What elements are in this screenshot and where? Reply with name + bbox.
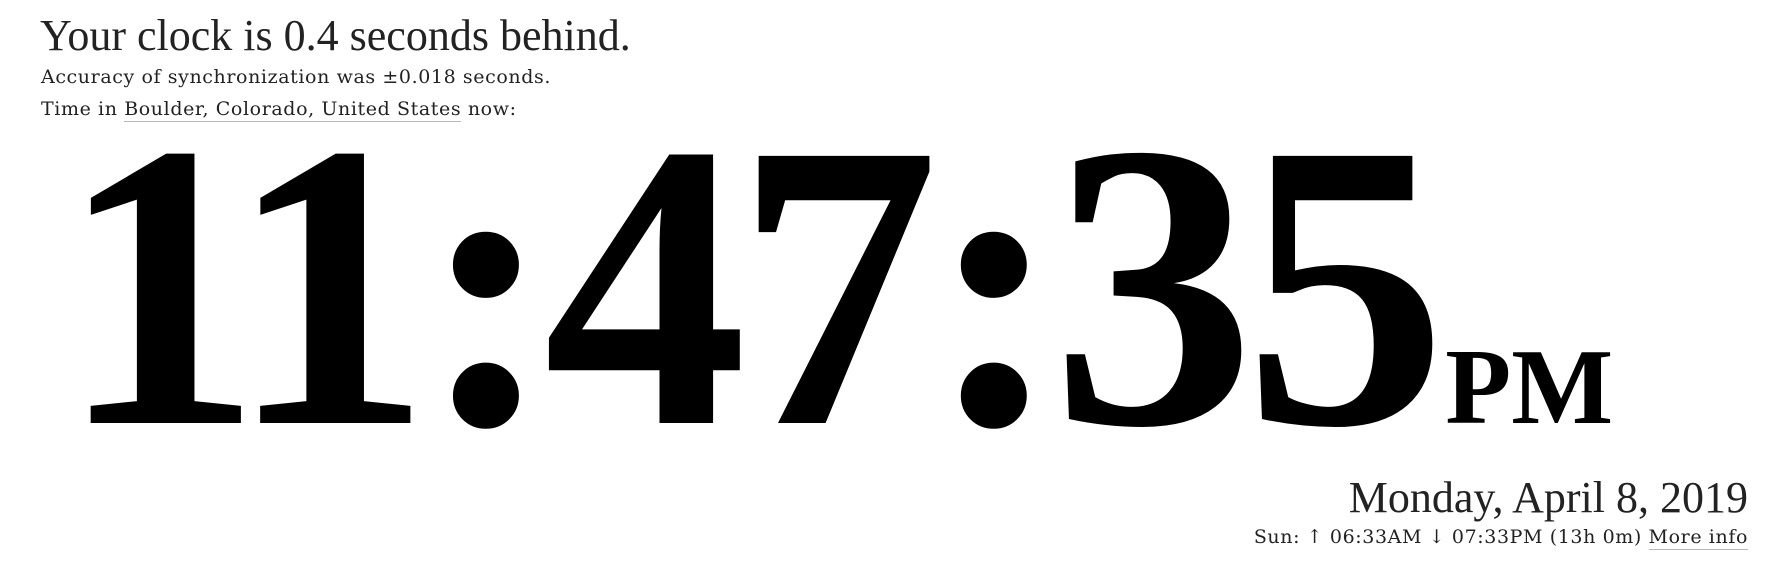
location-suffix: now:	[461, 98, 517, 120]
clock-offset-headline: Your clock is 0.4 seconds behind.	[40, 11, 631, 60]
location-link[interactable]: Boulder, Colorado, United States	[124, 98, 462, 122]
location-line: Time in Boulder, Colorado, United States…	[41, 96, 517, 122]
sun-label: Sun:	[1253, 526, 1307, 548]
sunrise-arrow-icon: ↑	[1306, 526, 1324, 548]
sun-info-line: Sun: ↑ 06:33AM ↓ 07:33PM (13h 0m) More i…	[1254, 524, 1748, 550]
date-text: Monday, April 8, 2019	[1348, 473, 1748, 522]
sunrise-time: 06:33AM	[1329, 526, 1423, 548]
sunset-time: 07:33PM	[1451, 526, 1544, 548]
more-info-link[interactable]: More info	[1648, 526, 1748, 550]
location-prefix: Time in	[41, 98, 125, 120]
sunset-arrow-icon: ↓	[1428, 526, 1446, 548]
day-length: (13h 0m)	[1549, 526, 1642, 548]
clock-ampm: PM	[1445, 328, 1614, 447]
clock-time: 11:47:35	[58, 60, 1447, 512]
sync-accuracy-text: Accuracy of synchronization was ±0.018 s…	[41, 66, 551, 88]
clock-display: 11:47:35PM	[58, 60, 1614, 512]
